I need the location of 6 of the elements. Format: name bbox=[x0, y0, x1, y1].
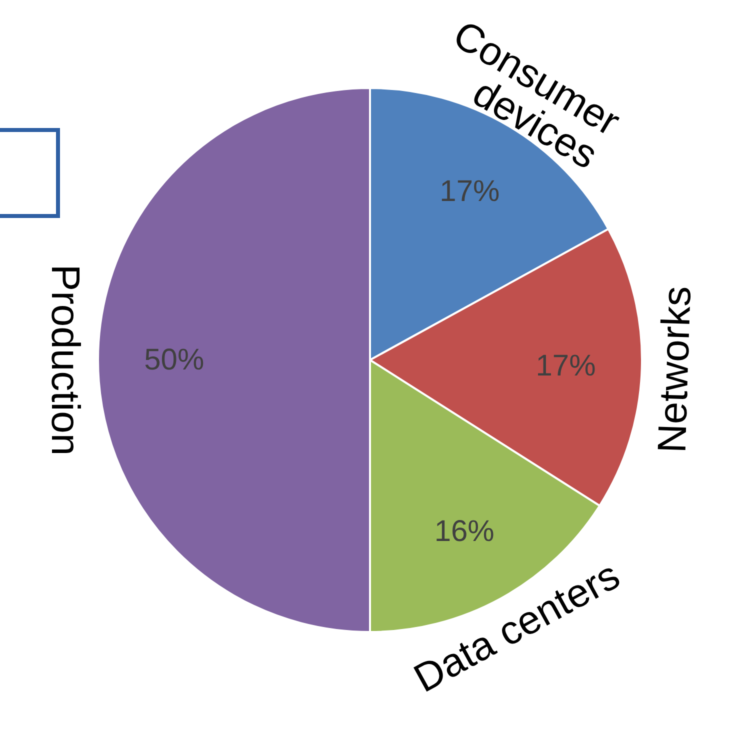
data-label: 17% bbox=[440, 174, 500, 208]
slice-label: Production bbox=[43, 264, 87, 456]
data-label: 50% bbox=[144, 344, 204, 376]
slice-label: Networks bbox=[650, 286, 700, 454]
data-label: 16% bbox=[434, 515, 494, 548]
data-label: 17% bbox=[536, 350, 596, 383]
